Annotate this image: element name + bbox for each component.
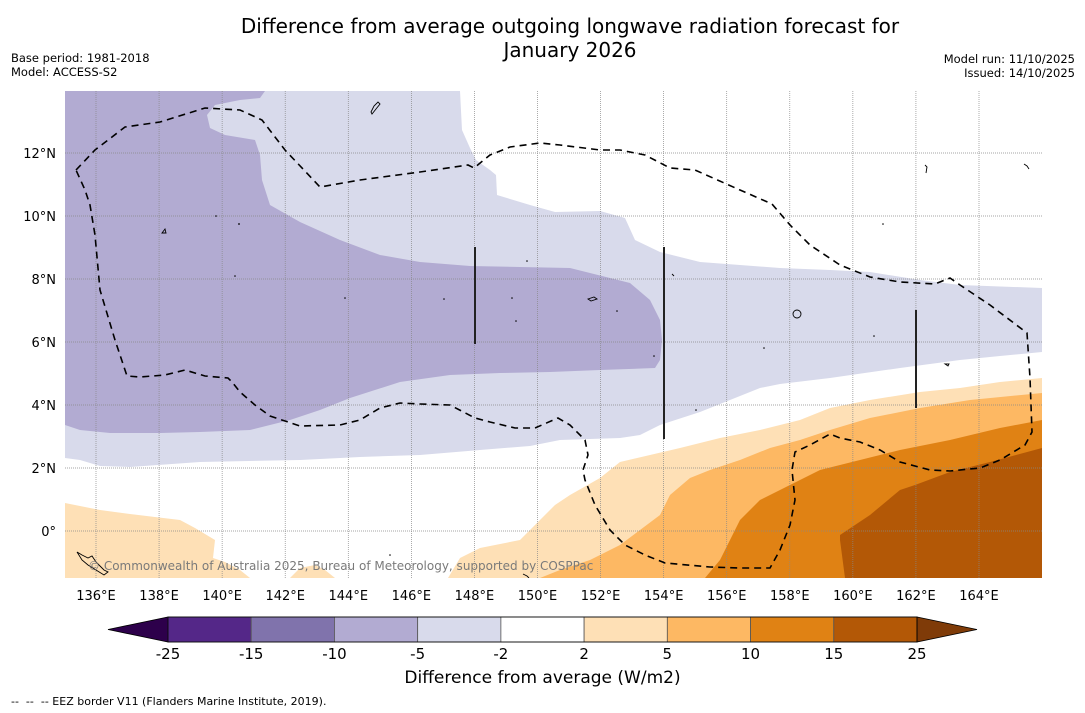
meta-right: Model run: 11/10/2025 Issued: 14/10/2025 <box>944 52 1075 80</box>
model-run: Model run: 11/10/2025 <box>943 52 1075 66</box>
colorbar-tick-label: -2 <box>493 645 508 663</box>
colorbar-tick-label: 15 <box>824 645 843 663</box>
island-papua-coast <box>76 551 109 576</box>
meta-left: Base period: 1981-2018 Model: ACCESS-S2 <box>11 51 150 79</box>
base-period: Base period: 1981-2018 <box>11 51 150 65</box>
lat-tick-label: 12°N <box>23 147 56 162</box>
lon-tick-label: 138°E <box>139 589 179 604</box>
island-small-2 <box>522 573 530 578</box>
colorbar-tick-label: 2 <box>579 645 589 663</box>
colorbar-outline <box>167 616 918 643</box>
model-name: Model: ACCESS-S2 <box>11 65 118 79</box>
colorbar-extend-min <box>107 616 169 643</box>
lon-tick-label: 154°E <box>644 589 684 604</box>
island-pohnpei <box>792 309 802 319</box>
colorbar: -25 -15 -10 -5 -2 2 5 10 15 25 <box>107 616 978 663</box>
latitude-tick-labels: 12°N 10°N 8°N 6°N 4°N 2°N 0° <box>23 147 56 540</box>
lat-tick-label: 10°N <box>23 210 56 225</box>
lat-tick-label: 6°N <box>32 336 57 351</box>
colorbar-tick-label: 25 <box>907 645 926 663</box>
lon-tick-label: 158°E <box>770 589 810 604</box>
colorbar-tick-label: -15 <box>239 645 264 663</box>
colorbar-bin <box>666 616 751 643</box>
colorbar-tick-label: 5 <box>663 645 673 663</box>
lon-tick-label: 146°E <box>392 589 432 604</box>
island-small-3 <box>671 273 675 277</box>
lon-tick-label: 160°E <box>833 589 873 604</box>
grid-lines <box>65 91 1042 578</box>
colorbar-bin <box>500 616 585 643</box>
lon-tick-label: 136°E <box>76 589 116 604</box>
colorbar-bin <box>250 616 335 643</box>
colorbar-bin <box>750 616 835 643</box>
island-dots <box>215 215 884 556</box>
plot-area: © Commonwealth of Australia 2025, Bureau… <box>65 91 1042 578</box>
island-small-6 <box>1023 163 1030 170</box>
island-small-5 <box>924 164 928 174</box>
lon-tick-label: 156°E <box>707 589 747 604</box>
contour-15-25 <box>840 448 1042 578</box>
title-line-1: Difference from average outgoing longwav… <box>240 14 900 38</box>
eez-legend-note: -- -- -- EEZ border V11 (Flanders Marine… <box>11 695 327 708</box>
contour-2-5-southwest <box>65 503 250 578</box>
coastlines <box>76 101 1030 578</box>
issued-date: Issued: 14/10/2025 <box>964 66 1075 80</box>
colorbar-bin <box>167 616 252 643</box>
colorbar-tick-label: -25 <box>156 645 181 663</box>
colorbar-bin <box>417 616 502 643</box>
copyright-text: © Commonwealth of Australia 2025, Bureau… <box>88 559 593 573</box>
lon-tick-label: 144°E <box>329 589 369 604</box>
colorbar-extend-max <box>916 616 978 643</box>
contour-2-5-small-patch <box>290 565 335 578</box>
colorbar-bin <box>334 616 419 643</box>
colorbar-bin <box>583 616 668 643</box>
lon-tick-label: 150°E <box>518 589 558 604</box>
colorbar-tick-label: -10 <box>322 645 347 663</box>
lon-tick-label: 142°E <box>265 589 305 604</box>
island-guam <box>370 101 381 115</box>
colorbar-bin <box>833 616 918 643</box>
lat-tick-label: 0° <box>41 525 56 540</box>
lon-tick-label: 152°E <box>581 589 621 604</box>
colorbar-tick-label: 10 <box>741 645 760 663</box>
island-chuuk <box>586 296 599 302</box>
lon-tick-label: 140°E <box>202 589 242 604</box>
lon-tick-label: 148°E <box>455 589 495 604</box>
island-small-1 <box>161 227 167 234</box>
contour-neg10-neg5 <box>65 91 662 433</box>
longitude-tick-labels: 136°E 138°E 140°E 142°E 144°E 146°E 148°E 150°E… <box>76 589 999 604</box>
colorbar-title: Difference from average (W/m2) <box>404 668 681 688</box>
colorbar-tick-label: -5 <box>410 645 425 663</box>
lat-tick-label: 8°N <box>32 273 57 288</box>
eez-border <box>75 107 1033 569</box>
lon-tick-label: 162°E <box>896 589 936 604</box>
chart-title: Difference from average outgoing longwav… <box>0 14 1085 62</box>
lon-tick-label: 164°E <box>959 589 999 604</box>
lat-tick-label: 4°N <box>32 399 57 414</box>
island-small-4 <box>943 363 950 367</box>
lat-tick-label: 2°N <box>32 462 57 477</box>
title-line-2: January 2026 <box>503 38 637 62</box>
